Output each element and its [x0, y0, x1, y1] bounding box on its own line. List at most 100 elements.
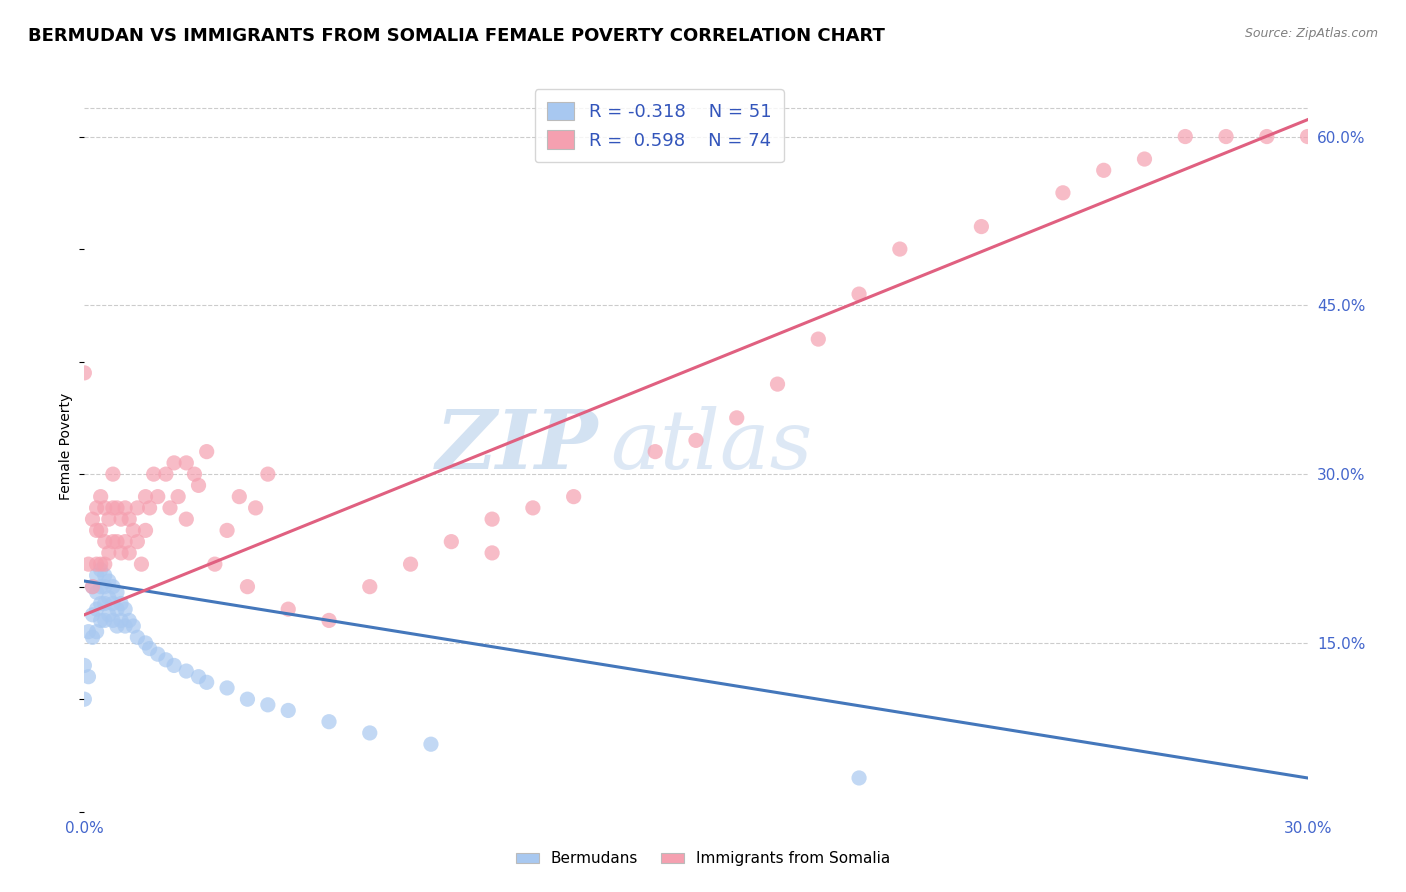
Point — [1092, 163, 1115, 178]
Point — [105, 602, 128, 616]
Point — [228, 490, 250, 504]
Point — [97, 546, 120, 560]
Point — [86, 602, 108, 616]
Point — [176, 664, 198, 678]
Point — [1052, 186, 1074, 200]
Point — [163, 456, 186, 470]
Point — [155, 653, 177, 667]
Point — [359, 726, 381, 740]
Point — [807, 332, 830, 346]
Point — [110, 512, 132, 526]
Point — [110, 546, 132, 560]
Point — [93, 614, 117, 628]
Text: ZIP: ZIP — [436, 406, 598, 486]
Point — [114, 534, 136, 549]
Point — [277, 602, 299, 616]
Legend: R = -0.318    N = 51, R =  0.598    N = 74: R = -0.318 N = 51, R = 0.598 N = 74 — [534, 89, 785, 162]
Point — [399, 557, 422, 571]
Point — [277, 703, 299, 717]
Text: BERMUDAN VS IMMIGRANTS FROM SOMALIA FEMALE POVERTY CORRELATION CHART: BERMUDAN VS IMMIGRANTS FROM SOMALIA FEMA… — [28, 27, 884, 45]
Point — [766, 377, 789, 392]
Point — [725, 410, 748, 425]
Point — [848, 771, 870, 785]
Point — [183, 467, 205, 482]
Point — [118, 512, 141, 526]
Point — [122, 619, 145, 633]
Point — [420, 737, 443, 751]
Point — [138, 641, 160, 656]
Point — [236, 580, 259, 594]
Point — [127, 534, 149, 549]
Point — [257, 467, 280, 482]
Point — [1215, 129, 1237, 144]
Point — [82, 580, 104, 594]
Point — [1133, 152, 1156, 166]
Point — [105, 619, 128, 633]
Point — [245, 500, 267, 515]
Point — [77, 670, 100, 684]
Point — [93, 500, 117, 515]
Point — [93, 568, 117, 582]
Point — [217, 681, 239, 695]
Point — [176, 456, 198, 470]
Point — [187, 670, 209, 684]
Point — [118, 614, 141, 628]
Point — [97, 574, 120, 588]
Point — [685, 434, 707, 448]
Point — [82, 630, 104, 644]
Point — [155, 467, 177, 482]
Point — [142, 467, 165, 482]
Point — [118, 546, 141, 560]
Point — [86, 557, 108, 571]
Point — [90, 563, 112, 577]
Point — [187, 478, 209, 492]
Point — [97, 591, 120, 605]
Point — [131, 557, 153, 571]
Point — [90, 597, 112, 611]
Point — [1256, 129, 1278, 144]
Point — [848, 287, 870, 301]
Point — [86, 524, 108, 538]
Point — [73, 692, 96, 706]
Point — [73, 366, 96, 380]
Point — [318, 614, 340, 628]
Point — [114, 500, 136, 515]
Point — [114, 619, 136, 633]
Point — [105, 500, 128, 515]
Point — [93, 597, 117, 611]
Point — [176, 512, 198, 526]
Point — [359, 580, 381, 594]
Point — [105, 534, 128, 549]
Point — [101, 597, 124, 611]
Point — [236, 692, 259, 706]
Point — [82, 607, 104, 622]
Point — [86, 568, 108, 582]
Point — [93, 557, 117, 571]
Point — [90, 557, 112, 571]
Legend: Bermudans, Immigrants from Somalia: Bermudans, Immigrants from Somalia — [506, 842, 900, 875]
Point — [163, 658, 186, 673]
Point — [105, 585, 128, 599]
Point — [889, 242, 911, 256]
Point — [97, 607, 120, 622]
Point — [101, 534, 124, 549]
Point — [77, 557, 100, 571]
Text: Source: ZipAtlas.com: Source: ZipAtlas.com — [1244, 27, 1378, 40]
Point — [101, 467, 124, 482]
Point — [114, 602, 136, 616]
Point — [159, 500, 181, 515]
Point — [122, 524, 145, 538]
Point — [135, 636, 157, 650]
Point — [217, 524, 239, 538]
Point — [82, 580, 104, 594]
Point — [77, 624, 100, 639]
Point — [644, 444, 666, 458]
Point — [90, 614, 112, 628]
Point — [86, 624, 108, 639]
Point — [257, 698, 280, 712]
Point — [110, 614, 132, 628]
Point — [562, 490, 585, 504]
Point — [90, 490, 112, 504]
Point — [86, 585, 108, 599]
Point — [167, 490, 190, 504]
